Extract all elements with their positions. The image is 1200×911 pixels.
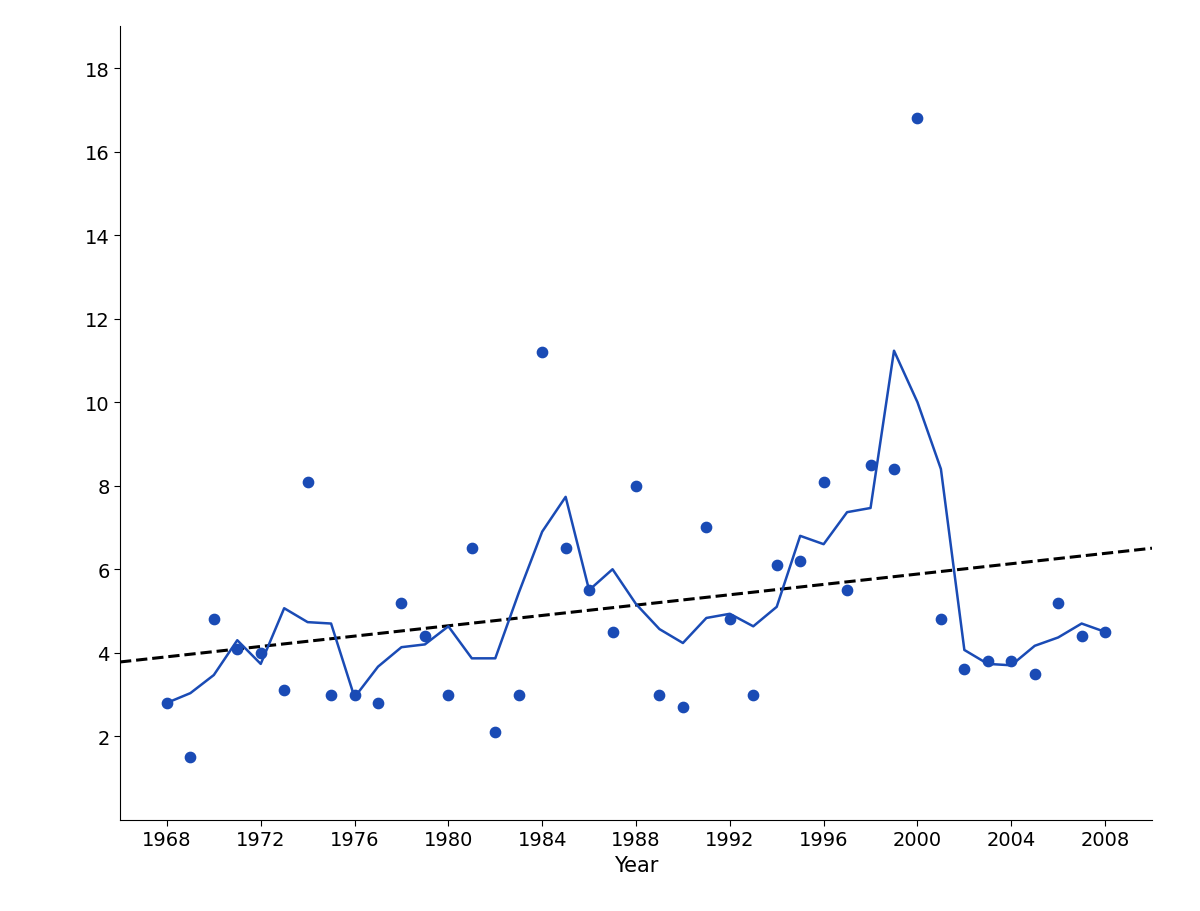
Point [602,625,622,640]
Point [978,654,997,669]
Point [368,696,388,711]
Point [462,541,481,556]
Point [204,612,223,627]
Point [744,688,763,702]
Point [322,688,341,702]
Point [626,479,646,494]
Point [814,475,833,489]
Point [556,541,575,556]
Point [767,558,786,573]
Point [509,688,528,702]
Point [1049,596,1068,610]
Point [884,462,904,476]
Point [697,520,716,535]
Point [908,112,928,127]
Point [1096,625,1115,640]
Point [1072,630,1091,644]
X-axis label: Year: Year [614,855,658,875]
Point [251,646,270,660]
Point [931,612,950,627]
Point [157,696,176,711]
Point [298,475,317,489]
Point [275,683,294,698]
Point [955,662,974,677]
Point [650,688,670,702]
Point [838,583,857,598]
Point [791,554,810,568]
Point [580,583,599,598]
Point [1002,654,1021,669]
Point [486,725,505,740]
Point [533,345,552,360]
Point [415,630,434,644]
Point [720,612,739,627]
Point [673,700,692,714]
Point [344,688,364,702]
Point [439,688,458,702]
Point [392,596,412,610]
Point [181,750,200,764]
Point [860,458,880,473]
Point [1025,667,1044,681]
Point [228,641,247,656]
